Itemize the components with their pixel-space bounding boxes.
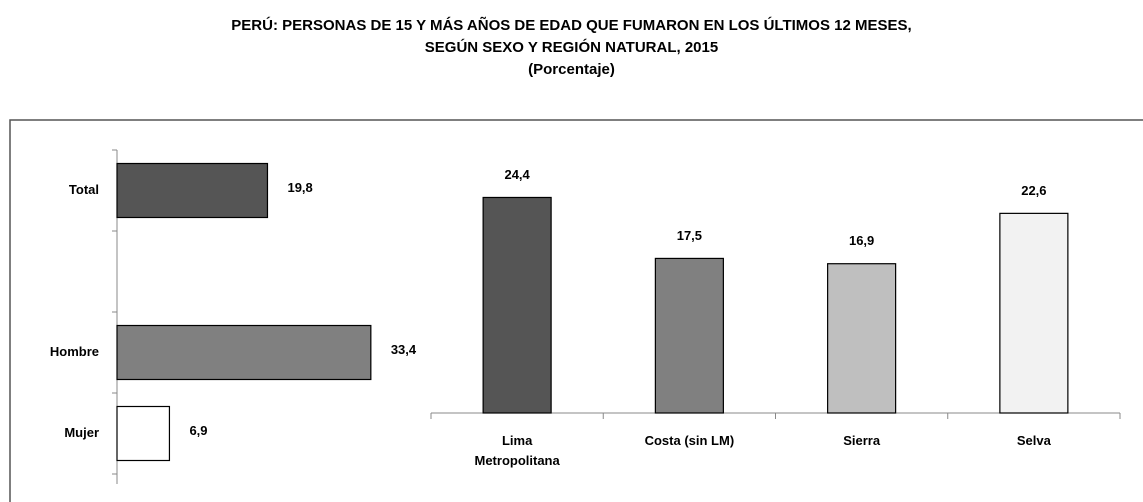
y-tick-label: Mujer [64, 425, 99, 440]
bar [999, 212, 1069, 414]
bar [654, 257, 724, 414]
data-label: 16,9 [849, 233, 874, 248]
bar [482, 196, 552, 414]
data-label: 6,9 [189, 423, 207, 438]
chart-title: PERÚ: PERSONAS DE 15 Y MÁS AÑOS DE EDAD … [231, 17, 912, 34]
data-label: 22,6 [1021, 183, 1046, 198]
data-label: 19,8 [287, 180, 312, 195]
data-label: 24,4 [504, 167, 530, 182]
x-tick-label: Costa (sin LM) [644, 433, 735, 448]
bar [116, 405, 171, 462]
bar [827, 263, 897, 414]
data-label: 17,5 [677, 228, 702, 243]
bar [116, 324, 372, 381]
x-tick-label: Selva [1016, 433, 1051, 448]
frame [9, 119, 1143, 502]
data-label: 33,4 [391, 342, 417, 357]
y-tick-label: Total [69, 182, 99, 197]
bar [116, 162, 269, 219]
x-tick-label: Sierra [843, 433, 881, 448]
x-tick-label: Lima Metropolitana [474, 433, 560, 468]
unit-label: (Porcentaje) [528, 61, 615, 78]
chart-subtitle: SEGÚN SEXO Y REGIÓN NATURAL, 2015 [424, 39, 719, 56]
y-tick-label: Hombre [50, 344, 99, 359]
